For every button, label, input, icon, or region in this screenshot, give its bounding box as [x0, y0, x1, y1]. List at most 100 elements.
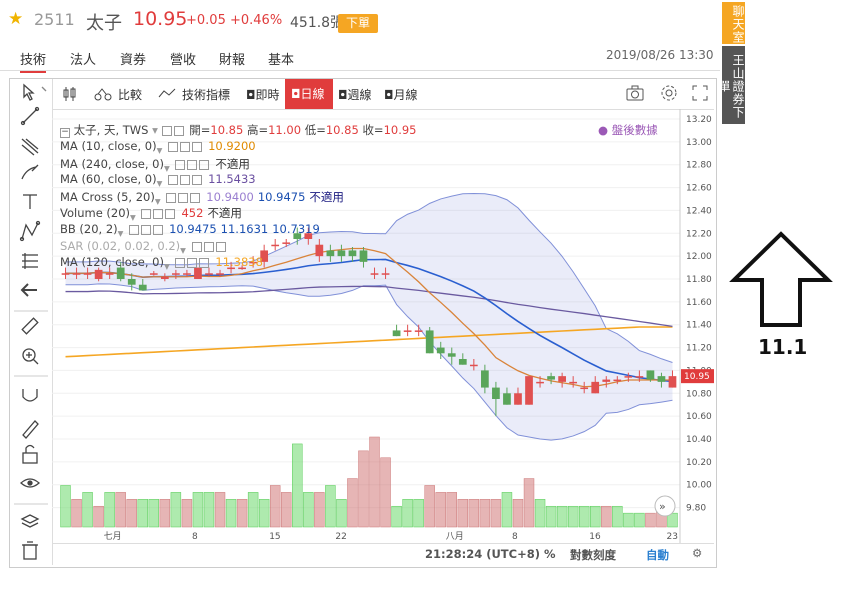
- broker-order-button[interactable]: 王山證券下單: [717, 46, 745, 124]
- candle-body: [127, 279, 136, 285]
- indicator-name: Volume (20): [60, 206, 131, 221]
- brush-icon[interactable]: [21, 164, 39, 180]
- eye-icon[interactable]: [20, 478, 40, 488]
- indicator-tools-icon[interactable]: ▾: [157, 140, 204, 157]
- collapse-icon[interactable]: −: [60, 127, 70, 138]
- price-tick-label: 12.80: [686, 161, 712, 171]
- indicators-button[interactable]: 技術指標: [182, 88, 231, 102]
- ohlc-value: 11.00: [268, 123, 302, 137]
- indicator-row[interactable]: BB (20, 2)▾ 10.9475 11.1631 10.7319: [60, 221, 344, 240]
- candle-body: [447, 353, 456, 357]
- indicator-tools-icon[interactable]: ▾: [180, 239, 227, 257]
- indicator-row[interactable]: MA (60, close, 0)▾ 11.5433: [60, 172, 344, 190]
- interval-daily[interactable]: ◘日線: [285, 79, 333, 109]
- stock-name: 太子: [86, 13, 122, 34]
- volume-bar: [104, 492, 115, 528]
- indicator-row[interactable]: MA (240, close, 0)▾ 不適用: [60, 156, 344, 175]
- volume-bar: [578, 505, 590, 528]
- measure-icon[interactable]: [22, 253, 38, 269]
- lock-drawing-icon[interactable]: [22, 420, 39, 439]
- scale-settings-icon[interactable]: ⚙: [692, 546, 703, 560]
- compare-icon[interactable]: [92, 85, 114, 103]
- order-button[interactable]: 下單: [338, 14, 378, 33]
- date-axis: 七月 8 15 22 八月 8 16 23: [104, 531, 678, 542]
- tab-margin[interactable]: 資券: [120, 53, 147, 68]
- unlock-icon[interactable]: [22, 444, 38, 464]
- stock-header: ★ 2511 太子 10.95 +0.05 +0.46% 451.8張 下單: [0, 0, 720, 44]
- indicator-value: 10.9475: [169, 221, 217, 236]
- volume-bar: [369, 436, 380, 528]
- legend-menu-icon[interactable]: ▾: [152, 123, 158, 137]
- candle-type-icon[interactable]: [62, 85, 78, 103]
- percent-toggle[interactable]: %: [544, 547, 556, 561]
- magnet-icon[interactable]: [22, 389, 38, 402]
- tab-financials[interactable]: 財報: [219, 53, 246, 68]
- settings-gear-icon[interactable]: [660, 84, 678, 102]
- indicators-icon[interactable]: [158, 87, 176, 99]
- trend-line-icon[interactable]: [20, 106, 40, 126]
- legend-tools[interactable]: [161, 124, 186, 138]
- price-chart[interactable]: 13.20 13.00 12.80 12.60 12.40 12.20 12.00 11.80…: [52, 109, 714, 543]
- volume-bar: [590, 505, 601, 528]
- date-tick-label: 15: [269, 532, 280, 542]
- interval-realtime[interactable]: ◘即時: [246, 88, 280, 102]
- camera-icon[interactable]: [626, 85, 644, 101]
- price-tick-label: 13.00: [686, 138, 712, 148]
- auto-scale-toggle[interactable]: 自動: [646, 548, 669, 562]
- price-tick-label: 12.60: [686, 184, 712, 194]
- indicator-tools-icon[interactable]: ▾: [118, 222, 165, 240]
- trash-icon[interactable]: [22, 541, 38, 560]
- tab-technical[interactable]: 技術: [20, 49, 47, 73]
- ma120-line: [65, 326, 673, 358]
- candle-body: [227, 267, 235, 270]
- candle-body: [370, 273, 379, 275]
- candle-body: [492, 387, 500, 399]
- text-tool-icon[interactable]: [23, 194, 37, 209]
- fullscreen-icon[interactable]: [692, 85, 708, 101]
- after-hours-label: ● 盤後數據: [598, 123, 658, 137]
- indicator-tools-icon[interactable]: ▾: [164, 157, 211, 175]
- candle-body: [326, 250, 335, 257]
- compare-button[interactable]: 比較: [118, 88, 143, 102]
- indicator-tools-icon[interactable]: ▾: [157, 173, 204, 190]
- tab-institutional[interactable]: 法人: [70, 53, 97, 68]
- indicator-name: MA Cross (5, 20): [60, 189, 155, 204]
- layers-icon[interactable]: [20, 514, 40, 528]
- log-scale-toggle[interactable]: 對數刻度: [570, 548, 616, 562]
- pattern-icon[interactable]: [19, 220, 41, 242]
- indicator-value: 11.3838: [215, 255, 263, 270]
- date-tick-label: 22: [335, 532, 346, 542]
- indicator-tools-icon[interactable]: ▾: [155, 190, 202, 208]
- chat-room-button[interactable]: 聊天室: [722, 2, 745, 44]
- indicator-row[interactable]: MA Cross (5, 20)▾ 10.9400 10.9475 不適用: [60, 189, 344, 208]
- candle-body: [403, 330, 412, 332]
- favorite-star-icon[interactable]: ★: [8, 9, 24, 29]
- indicator-tools-icon[interactable]: ▾: [164, 256, 211, 273]
- cursor-icon[interactable]: [23, 83, 35, 101]
- tab-revenue[interactable]: 營收: [170, 53, 197, 68]
- last-price-tag-label: 10.95: [684, 372, 710, 382]
- after-hours-text: 盤後數據: [611, 123, 658, 137]
- interval-weekly[interactable]: ◘週線: [338, 88, 372, 102]
- candle-body: [359, 250, 368, 262]
- volume-bar: [137, 499, 148, 528]
- up-arrow-icon: [729, 231, 833, 327]
- zoom-in-icon[interactable]: [22, 348, 39, 365]
- ruler-icon[interactable]: [21, 317, 39, 335]
- moving-averages: [65, 247, 673, 388]
- tab-basic[interactable]: 基本: [268, 53, 295, 68]
- arrow-left-icon[interactable]: [20, 283, 37, 297]
- volume-bar: [214, 492, 226, 528]
- indicator-row[interactable]: MA (10, close, 0)▾ 10.9200: [60, 139, 344, 157]
- candle-body: [216, 273, 224, 275]
- indicator-row[interactable]: MA (120, close, 0)▾ 11.3838: [60, 255, 344, 273]
- indicator-row[interactable]: Volume (20)▾ 452 不適用: [60, 205, 344, 224]
- interval-monthly[interactable]: ◘月線: [384, 88, 418, 102]
- volume-bar: [391, 505, 402, 528]
- candle-body: [536, 381, 544, 384]
- fib-lines-icon[interactable]: [21, 138, 39, 156]
- scroll-right-button[interactable]: »: [654, 495, 676, 517]
- indicator-tools-icon[interactable]: ▾: [130, 207, 177, 224]
- indicator-row[interactable]: SAR (0.02, 0.02, 0.2)▾: [60, 239, 344, 257]
- volume-bar: [336, 499, 347, 528]
